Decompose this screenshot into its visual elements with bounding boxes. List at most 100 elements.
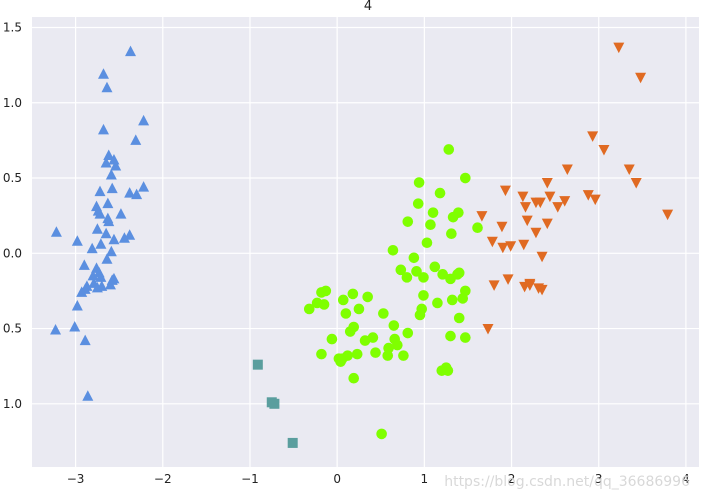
data-point [351,348,363,360]
data-point [95,271,107,282]
data-point [316,287,327,298]
data-point [534,197,546,209]
data-point [437,269,448,280]
data-point [108,233,120,245]
data-point [559,196,571,207]
data-point [101,81,113,93]
data-point [252,359,263,370]
data-point [598,144,610,156]
x-tick-label: 1 [421,472,429,486]
series-circle [303,144,483,440]
data-point [517,191,529,203]
data-point [131,188,143,200]
y-tick-label: 0.0 [3,246,22,260]
data-point [443,144,455,155]
data-point [395,264,407,276]
data-point [316,348,327,360]
data-point [662,209,674,221]
data-point [94,208,106,219]
data-point [348,372,360,384]
data-point [340,308,352,319]
data-point [418,272,429,283]
data-point [418,290,429,301]
data-point [401,272,413,283]
data-point [519,202,531,213]
data-point [457,293,469,304]
data-point [82,390,94,401]
data-point [414,309,426,321]
data-point [106,182,118,194]
x-tick-label: −3 [67,472,85,486]
data-point [382,350,394,361]
data-point [402,216,414,227]
data-point [411,266,422,277]
data-point [105,245,117,257]
plot-area [32,17,699,467]
data-point [71,235,83,246]
data-point [541,218,553,230]
data-point [138,114,150,126]
x-tick-label: 2 [508,472,516,486]
series-square [252,359,298,448]
data-point [337,353,348,364]
data-point [518,239,530,251]
data-point [97,123,109,135]
data-point [362,291,373,303]
data-point [125,45,137,57]
data-point [412,198,424,209]
data-point [434,187,446,199]
data-point [427,207,439,218]
data-point [106,274,118,285]
data-point [486,236,498,248]
data-point [429,261,441,273]
data-point [446,294,458,306]
data-point [100,156,112,168]
data-point [425,219,436,230]
y-tick-label: 0.5 [3,322,22,336]
data-points [50,42,674,448]
data-point [589,194,601,206]
grid-lines [32,17,699,467]
watermark-text: https://blog.csdn.net/qq_36686996 [444,474,690,490]
data-point [392,339,403,351]
data-point [103,215,115,227]
y-tick-label: 1.5 [3,21,22,35]
data-point [269,398,280,409]
data-point [101,253,113,264]
data-point [541,178,553,189]
data-point [118,232,130,243]
data-point [86,242,98,254]
x-tick-label: −1 [241,472,259,486]
data-point [50,324,62,335]
data-point [347,288,359,300]
data-point [105,169,117,180]
x-tick-label: 3 [595,472,603,486]
data-point [378,308,389,319]
data-point [91,281,103,293]
data-point [499,185,511,197]
data-point [496,221,508,233]
data-point [408,252,420,264]
data-point [94,185,106,197]
data-point [50,226,62,237]
data-point [472,222,483,234]
x-tick-label: 0 [333,472,341,486]
chart-title: 4 [364,0,372,14]
data-point [402,327,414,339]
y-tick-label: 1.0 [3,397,22,411]
data-point [102,197,114,209]
data-point [108,153,120,165]
data-point [623,164,635,176]
data-point [303,303,315,315]
data-point [488,280,500,291]
x-tick-label: −2 [154,472,172,486]
data-point [359,335,371,346]
data-point [446,228,457,240]
data-point [613,42,625,54]
data-point [78,259,90,270]
data-point [536,284,548,296]
y-tick-labels: 1.5 1.0 0.5 0.0 0.5 1.0 [3,21,22,411]
y-tick-label: 0.5 [3,171,22,185]
data-point [130,134,142,145]
